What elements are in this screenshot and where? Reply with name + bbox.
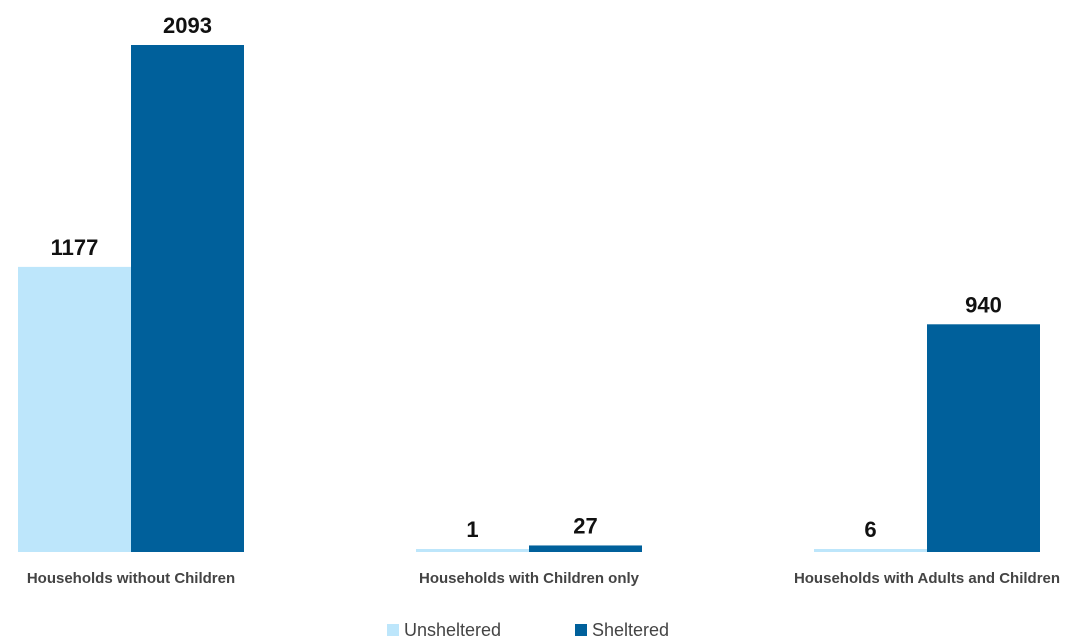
category-labels-group: Households without Children Households wi…	[27, 570, 1060, 587]
bar-sheltered-households-with-adults-and-children	[927, 324, 1040, 552]
value-label-sheltered-households-with-children-only: 27	[573, 513, 597, 538]
bars-group	[18, 45, 1040, 552]
value-label-unsheltered-households-without-children: 1177	[51, 235, 99, 260]
bar-unsheltered-households-without-children	[18, 266, 131, 552]
value-label-sheltered-households-without-children: 2093	[163, 13, 212, 38]
value-label-unsheltered-households-with-children-only: 1	[466, 517, 478, 542]
category-label-households-with-adults-and-children: Households with Adults and Children	[794, 570, 1060, 587]
legend-swatch-unsheltered	[387, 624, 399, 636]
legend-label-unsheltered: Unsheltered	[404, 620, 501, 639]
bar-unsheltered-households-with-children-only	[416, 549, 529, 552]
value-label-sheltered-households-with-adults-and-children: 940	[965, 292, 1002, 317]
value-label-unsheltered-households-with-adults-and-children: 6	[864, 517, 876, 542]
bar-unsheltered-households-with-adults-and-children	[814, 549, 927, 552]
legend: Unsheltered Sheltered	[387, 620, 669, 639]
category-label-households-with-children-only: Households with Children only	[419, 570, 640, 587]
legend-swatch-sheltered	[575, 624, 587, 636]
value-labels-group: 1177 2093 1 27 6 940	[51, 13, 1002, 542]
bar-sheltered-households-with-children-only	[529, 545, 642, 552]
category-label-households-without-children: Households without Children	[27, 570, 235, 587]
bar-sheltered-households-without-children	[131, 45, 244, 552]
legend-label-sheltered: Sheltered	[592, 620, 669, 639]
